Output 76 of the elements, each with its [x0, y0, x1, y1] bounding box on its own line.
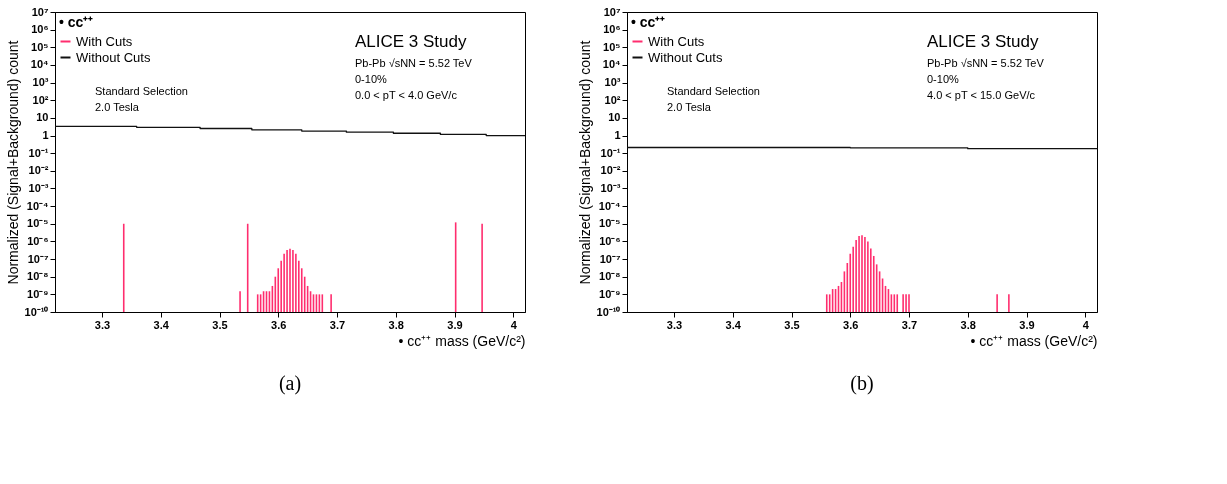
x-tick-label: 3.8 [388, 318, 404, 331]
y-tick-label: 10² [604, 93, 621, 106]
y-tick-label: 10⁻⁵ [599, 217, 621, 230]
y-tick-label: 10⁻³ [600, 181, 621, 194]
x-tick-label: 3.6 [843, 318, 859, 331]
x-tick-label: 3.9 [447, 318, 463, 331]
x-axis-title: • cc⁺⁺ mass (GeV/c²) [970, 332, 1098, 349]
x-tick-label: 3.8 [960, 318, 976, 331]
legend-label: With Cuts [648, 33, 705, 49]
annotation: Standard Selection [667, 85, 760, 97]
x-tick-label: 3.7 [329, 318, 346, 331]
y-tick-label: 10⁻¹ [600, 146, 621, 159]
annotation: ALICE 3 Study [355, 32, 467, 51]
x-tick-label: 3.4 [725, 318, 742, 331]
annotation: Standard Selection [95, 85, 188, 97]
y-tick-label: 10⁷ [603, 5, 621, 18]
x-tick-label: 4 [1082, 318, 1090, 331]
y-tick-label: 10⁵ [31, 40, 49, 53]
y-tick-label: 10⁶ [31, 23, 49, 36]
x-tick-label: 3.5 [784, 318, 800, 331]
annotation: 0-10% [927, 73, 960, 85]
y-tick-label: 10⁻³ [28, 181, 49, 194]
x-axis-title: • cc⁺⁺ mass (GeV/c²) [398, 332, 526, 349]
y-tick-label: 10 [36, 111, 49, 124]
y-tick-label: 10³ [604, 76, 621, 89]
y-tick-label: 10⁻¹⁰ [596, 305, 621, 318]
y-axis-title: Normalized (Signal+Background) count [576, 40, 593, 285]
y-tick-label: 10⁻⁴ [26, 199, 49, 212]
y-tick-label: 10 [608, 111, 621, 124]
annotation: 4.0 < pT < 15.0 GeV/c [927, 89, 1036, 101]
y-tick-label: 10⁻⁸ [599, 270, 621, 283]
y-tick-label: 1 [614, 129, 621, 142]
legend-title: • cc⁺⁺ [631, 14, 666, 30]
y-tick-label: 10⁻⁷ [599, 252, 621, 265]
y-tick-label: 1 [42, 129, 49, 142]
y-tick-label: 10⁻¹ [28, 146, 49, 159]
y-tick-label: 10⁻⁹ [599, 287, 621, 300]
y-tick-label: 10⁻⁵ [27, 217, 49, 230]
x-tick-label: 3.3 [666, 318, 683, 331]
legend-label: Without Cuts [76, 49, 151, 65]
y-tick-label: 10³ [32, 76, 49, 89]
legend-title: • cc⁺⁺ [59, 14, 94, 30]
y-tick-label: 10⁴ [602, 58, 621, 71]
annotation: 0.0 < pT < 4.0 GeV/c [355, 89, 458, 101]
x-tick-label: 3.9 [1019, 318, 1035, 331]
text: (a) [278, 372, 302, 395]
y-tick-label: 10⁻² [600, 164, 621, 177]
x-tick-label: 4 [510, 318, 518, 331]
y-tick-label: 10⁷ [31, 5, 49, 18]
annotation: Pb-Pb √sNN = 5.52 TeV [927, 57, 1045, 69]
y-tick-label: 10² [32, 93, 49, 106]
y-tick-label: 10⁻⁴ [598, 199, 621, 212]
y-tick-label: 10⁻¹⁰ [24, 305, 49, 318]
x-tick-label: 3.6 [271, 318, 287, 331]
annotation: 2.0 Tesla [95, 101, 140, 113]
annotation: 0-10% [355, 73, 388, 85]
y-tick-label: 10⁴ [30, 58, 49, 71]
y-tick-label: 10⁶ [603, 23, 621, 36]
y-tick-label: 10⁻⁸ [27, 270, 49, 283]
y-tick-label: 10⁻⁶ [27, 234, 49, 247]
y-tick-label: 10⁻² [28, 164, 49, 177]
y-tick-label: 10⁻⁷ [27, 252, 49, 265]
annotation: ALICE 3 Study [927, 32, 1039, 51]
x-tick-label: 3.5 [212, 318, 228, 331]
y-tick-label: 10⁻⁶ [599, 234, 621, 247]
y-axis-title: Normalized (Signal+Background) count [4, 40, 21, 285]
annotation: Pb-Pb √sNN = 5.52 TeV [355, 57, 473, 69]
x-tick-label: 3.7 [901, 318, 918, 331]
x-tick-label: 3.3 [94, 318, 111, 331]
y-tick-label: 10⁻⁹ [27, 287, 49, 300]
legend-label: With Cuts [76, 33, 133, 49]
legend-label: Without Cuts [648, 49, 723, 65]
text: (b) [850, 372, 874, 395]
x-tick-label: 3.4 [153, 318, 170, 331]
y-tick-label: 10⁵ [603, 40, 621, 53]
annotation: 2.0 Tesla [667, 101, 712, 113]
